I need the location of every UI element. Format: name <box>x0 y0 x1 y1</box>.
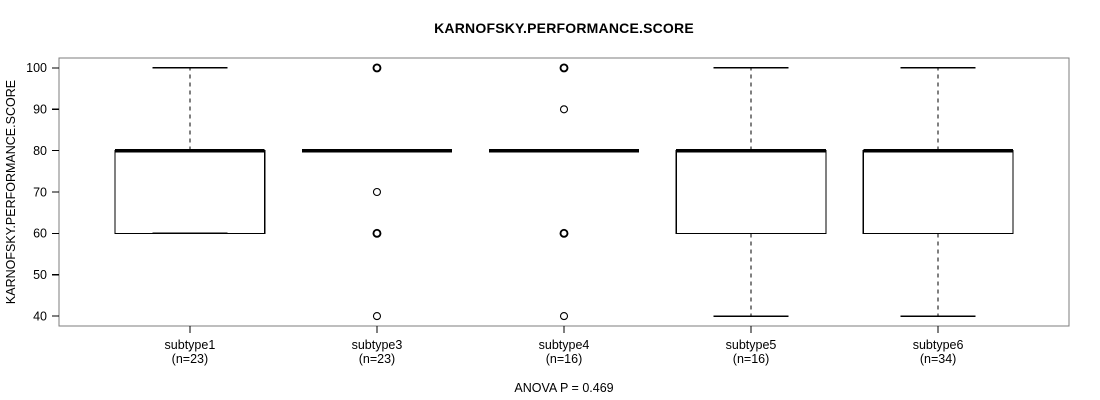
x-tick-sublabel: (n=16) <box>733 352 769 366</box>
y-tick-label: 90 <box>33 103 47 117</box>
box <box>675 150 827 234</box>
y-tick-label: 70 <box>33 185 47 199</box>
outlier-point <box>559 312 569 321</box>
chart-title: KARNOFSKY.PERFORMANCE.SCORE <box>434 20 694 36</box>
outlier-point <box>559 228 569 238</box>
outlier-point <box>372 228 382 238</box>
x-tick-label: subtype4 <box>539 338 590 352</box>
outlier-point <box>372 187 382 197</box>
x-tick-sublabel: (n=23) <box>172 352 208 366</box>
plot-frame <box>58 57 1070 327</box>
outlier-point <box>372 312 382 321</box>
y-tick-label: 60 <box>33 227 47 241</box>
y-tick-label: 80 <box>33 144 47 158</box>
outlier-point <box>559 63 569 73</box>
x-tick-sublabel: (n=23) <box>359 352 395 366</box>
y-tick-label: 100 <box>26 61 47 75</box>
y-tick-label: 50 <box>33 268 47 282</box>
anova-p-footnote: ANOVA P = 0.469 <box>514 381 614 395</box>
x-tick-label: subtype6 <box>913 338 964 352</box>
outlier-point <box>372 63 382 73</box>
x-tick-label: subtype5 <box>726 338 777 352</box>
x-tick-label: subtype1 <box>165 338 216 352</box>
box <box>114 150 266 234</box>
x-tick-sublabel: (n=34) <box>920 352 956 366</box>
y-tick-label: 40 <box>33 309 47 323</box>
x-tick-sublabel: (n=16) <box>546 352 582 366</box>
box <box>862 150 1014 234</box>
outlier-point <box>559 105 569 114</box>
x-tick-label: subtype3 <box>352 338 403 352</box>
